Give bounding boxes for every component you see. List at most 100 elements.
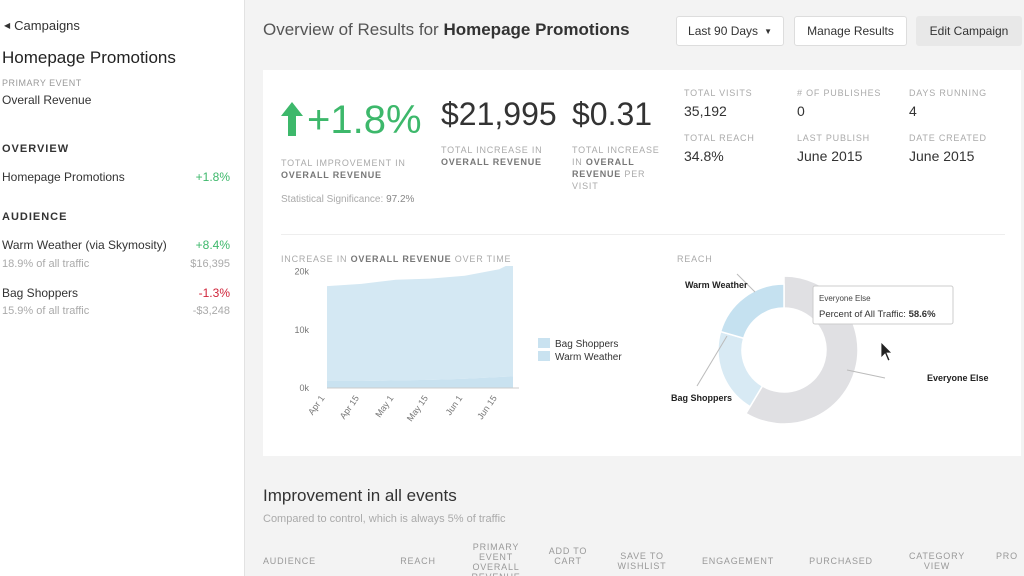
chart-title-bold: OVERALL REVENUE (350, 254, 452, 264)
arrow-up-icon (281, 102, 303, 136)
tooltip-text: Percent of All Traffic: 58.6% (819, 309, 936, 320)
caption-line: TOTAL INCREASE IN (441, 145, 543, 155)
total-improvement-value: +1.8% (307, 98, 422, 142)
kv-label-date-created: DATE CREATED (909, 133, 987, 143)
caption-line: VISIT (572, 181, 599, 191)
sidebar: ◀ Campaigns Homepage Promotions PRIMARY … (0, 0, 245, 576)
caption-line: IN OVERALL (572, 156, 672, 168)
kv-label-total-reach: TOTAL REACH (684, 133, 755, 143)
audience-traffic: 15.9% of all traffic (2, 305, 90, 317)
tooltip-box (812, 285, 954, 325)
donut-slice-warm-weather (719, 283, 785, 340)
slice-label-bag-shoppers: Bag Shoppers (671, 393, 732, 403)
page-title-campaign: Homepage Promotions (443, 20, 630, 39)
caption-line: TOTAL IMPROVEMENT IN (281, 158, 406, 168)
col-save-to-wishlist[interactable]: SAVE TO WISHLIST (617, 551, 667, 571)
col-primary-event[interactable]: PRIMARY EVENT OVERALL REVENUE (471, 542, 520, 576)
caption-text: PER (621, 169, 646, 179)
overview-row-name: Homepage Promotions (2, 170, 125, 184)
reach-chart-title: REACH (677, 254, 713, 264)
caption-bold: REVENUE (572, 169, 622, 179)
chart-title-post: OVER TIME (451, 254, 512, 264)
chevron-left-icon: ◀ (4, 21, 11, 30)
col-add-to-cart[interactable]: ADD TO CART (548, 546, 588, 566)
kv-value-days-running: 4 (909, 103, 917, 119)
date-range-dropdown[interactable]: Last 90 Days ▼ (676, 16, 784, 46)
significance-value: 97.2% (386, 194, 415, 205)
caption-bold: OVERALL (585, 157, 635, 167)
back-label: Campaigns (14, 18, 80, 33)
area-chart: 0k 10k 20k Apr 1 Apr 15 May 1 May 15 Jun 1 Jun 1… (294, 266, 622, 423)
mouse-cursor-icon (880, 341, 893, 362)
col-reach[interactable]: REACH (400, 556, 436, 566)
primary-event-value: Overall Revenue (2, 93, 92, 107)
kv-value-total-visits: 35,192 (684, 103, 727, 119)
audience-row-warm-weather[interactable]: Warm Weather (via Skymosity) +8.4% (2, 238, 230, 252)
tooltip-value: 58.6% (909, 309, 936, 320)
series-area-bag-shoppers (327, 376, 513, 388)
events-section-title: Improvement in all events (263, 486, 457, 505)
kv-label-last-publish: LAST PUBLISH (797, 133, 870, 143)
page-title: Overview of Results for Homepage Promoti… (263, 20, 630, 40)
leader-line (736, 273, 756, 293)
chart-title-pre: INCREASE IN (281, 254, 351, 264)
kv-value-date-created: June 2015 (909, 148, 975, 164)
audience-improvement: +8.4% (195, 238, 230, 252)
kv-value-last-publish: June 2015 (797, 148, 863, 164)
chevron-down-icon: ▼ (764, 26, 772, 36)
kv-label-publishes: # OF PUBLISHES (797, 88, 882, 98)
reach-donut-chart: Warm Weather Bag Shoppers Everyone Else Eve… (671, 273, 989, 425)
caption-bold: OVERALL REVENUE (281, 170, 382, 180)
audience-improvement: -1.3% (198, 286, 230, 300)
x-tick-label: May 15 (405, 393, 430, 423)
col-audience[interactable]: AUDIENCE (263, 556, 316, 566)
audience-amount: -$3,248 (192, 305, 230, 317)
audience-traffic: 18.9% of all traffic (2, 258, 90, 270)
primary-event-label: PRIMARY EVENT (2, 78, 82, 88)
leader-line (846, 369, 886, 379)
date-range-label: Last 90 Days (688, 24, 759, 38)
col-engagement[interactable]: ENGAGEMENT (701, 556, 774, 566)
campaign-title: Homepage Promotions (2, 48, 176, 67)
legend-label: Bag Shoppers (555, 339, 618, 350)
total-increase-caption: TOTAL INCREASE IN OVERALL REVENUE (441, 144, 542, 168)
col-pro[interactable]: PRO (996, 551, 1018, 561)
col-category-view[interactable]: CATEGORY VIEW (908, 551, 966, 571)
caption-bold: OVERALL REVENUE (441, 157, 542, 167)
audience-sub-warm-weather: 18.9% of all traffic $16,395 (2, 258, 230, 270)
col-purchased[interactable]: PURCHASED (809, 556, 873, 566)
y-tick-label: 20k (294, 267, 309, 277)
overview-row-value: +1.8% (195, 170, 230, 184)
slice-label-warm-weather: Warm Weather (685, 280, 748, 290)
audience-heading: AUDIENCE (2, 211, 68, 223)
kv-value-publishes: 0 (797, 103, 805, 119)
audience-name: Bag Shoppers (2, 286, 79, 300)
area-chart-title: INCREASE IN OVERALL REVENUE OVER TIME (281, 254, 511, 264)
x-tick-label: Apr 15 (338, 393, 361, 420)
audience-sub-bag-shoppers: 15.9% of all traffic -$3,248 (2, 305, 230, 317)
x-tick-label: Jun 15 (475, 393, 499, 421)
legend-swatch (538, 351, 550, 361)
legend-swatch (538, 338, 550, 348)
results-card: +1.8% TOTAL IMPROVEMENT IN OVERALL REVEN… (263, 70, 1021, 456)
x-tick-label: Apr 1 (306, 393, 327, 416)
tooltip-title: Everyone Else (819, 294, 871, 303)
edit-campaign-button[interactable]: Edit Campaign (916, 16, 1022, 46)
audience-row-bag-shoppers[interactable]: Bag Shoppers -1.3% (2, 286, 230, 300)
back-to-campaigns-link[interactable]: ◀ Campaigns (4, 18, 80, 33)
overview-heading: OVERVIEW (2, 143, 70, 155)
card-divider (281, 234, 1005, 235)
x-tick-label: Jun 1 (444, 393, 465, 417)
per-visit-value: $0.31 (572, 96, 653, 132)
overview-row[interactable]: Homepage Promotions +1.8% (2, 170, 230, 184)
y-tick-label: 0k (299, 383, 309, 393)
audience-name: Warm Weather (via Skymosity) (2, 238, 167, 252)
statistical-significance: Statistical Significance: 97.2% (281, 194, 414, 205)
x-tick-label: May 1 (373, 393, 395, 419)
significance-label: Statistical Significance: (281, 194, 384, 205)
page-title-prefix: Overview of Results for (263, 20, 444, 39)
caption-line: REVENUE PER (572, 168, 672, 180)
manage-results-button[interactable]: Manage Results (794, 16, 907, 46)
kv-label-total-visits: TOTAL VISITS (684, 88, 753, 98)
y-tick-label: 10k (294, 325, 309, 335)
